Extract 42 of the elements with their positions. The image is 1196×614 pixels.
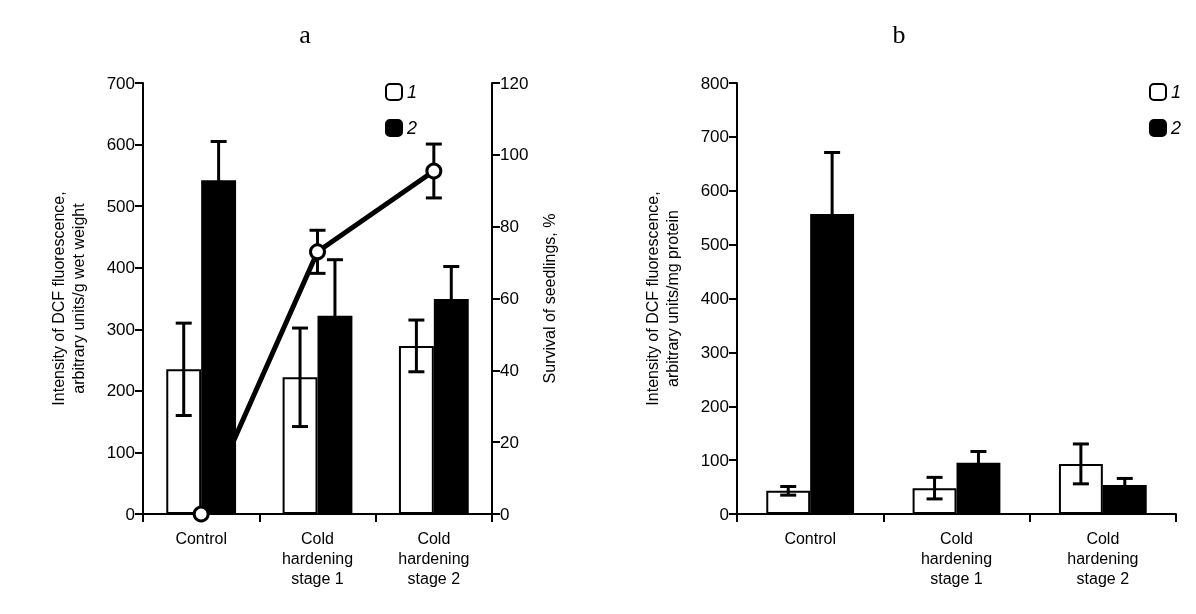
y-tick-label: 200 [106,381,135,401]
y2-tick-label: 20 [500,432,519,452]
y2-tick-label: 100 [500,145,529,165]
y2-tick-label: 60 [500,289,519,308]
y-tick-label: 400 [106,258,135,278]
x-tick-label: Control [175,529,227,547]
y2-tick-label: 80 [500,217,519,237]
legend-label: 2 [405,118,417,138]
y2-tick-label: 0 [500,504,510,524]
y-axis-title: Intensity of DCF fluorescence, arbitrary units/mg protein [643,191,681,406]
y-tick-label: 700 [700,127,729,147]
y-tick-label: 500 [106,196,135,216]
point [425,162,443,180]
chart-title: b [892,19,906,49]
y-tick-label: 100 [700,450,729,470]
y-tick-label: 400 [700,289,729,308]
y-tick-label: 700 [106,73,135,93]
y-tick-label: 200 [700,396,729,416]
chart-title: a [299,19,312,49]
y-axis-title: Intensity of DCF fluorescence, arbitrary units/g wet weight [49,191,87,406]
x-tick-label: Cold hardening stage 1 [920,529,993,587]
y-tick-label: 100 [106,442,135,462]
y-tick-label: 500 [700,235,729,255]
legend-label: 1 [1170,82,1181,102]
x-tick-label: Cold hardening stage 2 [1067,529,1139,587]
y-tick-label: 0 [719,504,729,524]
y2-axis-title: Survival of seedlings, % [540,213,558,384]
point [309,243,326,261]
x-tick-label: Control [784,529,836,547]
point [192,505,210,523]
y2-tick-label: 120 [500,73,529,93]
y-tick-label: 0 [125,504,135,524]
y-tick-label: 300 [106,319,135,339]
legend-label: 2 [1169,118,1181,138]
y-tick-label: 600 [700,181,729,201]
x-tick-label: Cold hardening stage 2 [398,529,470,587]
legend-label: 1 [406,82,417,102]
y-tick-label: 800 [700,73,729,93]
y-tick-label: 600 [106,135,135,155]
y-tick-label: 300 [700,342,729,362]
y2-tick-label: 40 [500,360,519,380]
x-tick-label: Cold hardening stage 1 [281,529,354,587]
